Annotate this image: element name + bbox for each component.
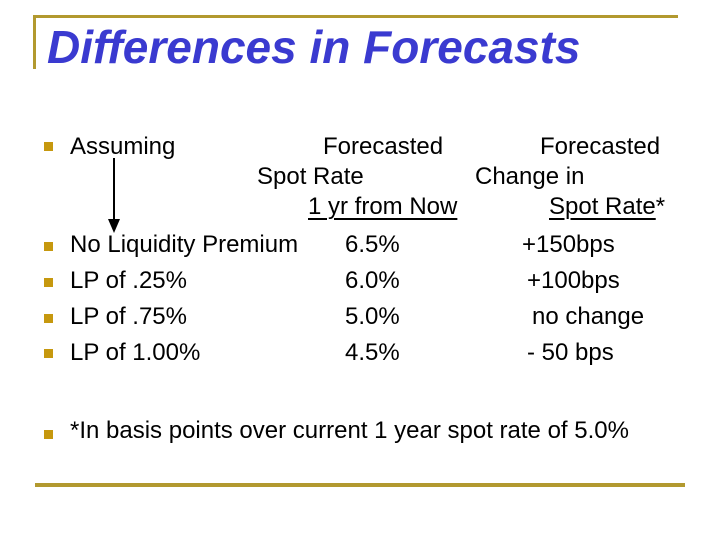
- title-left-rule: [33, 15, 36, 69]
- bullet-square: [44, 314, 53, 323]
- top-rule: [33, 15, 678, 18]
- header-spot-line1: Forecasted: [323, 133, 444, 160]
- spot-rate-value: 6.5%: [345, 231, 400, 258]
- bullet-square: [44, 242, 53, 251]
- bullet-square: [44, 430, 53, 439]
- change-value: no change: [532, 303, 645, 330]
- header-change-line3-text: Spot Rate: [549, 193, 656, 220]
- header-change-line1: Forecasted: [540, 133, 661, 160]
- footnote-asterisk: *: [655, 193, 666, 220]
- row-label: No Liquidity Premium: [70, 231, 299, 258]
- bullet-square: [44, 349, 53, 358]
- footnote-text: *In basis points over current 1 year spo…: [70, 417, 629, 444]
- bullet-square: [44, 142, 53, 151]
- spot-rate-value: 6.0%: [345, 267, 400, 294]
- bullet-square: [44, 278, 53, 287]
- down-arrow-icon: [108, 158, 120, 233]
- row-label: LP of 1.00%: [70, 339, 201, 366]
- header-assuming: Assuming: [70, 133, 176, 160]
- header-spot-line2: Spot Rate: [257, 163, 364, 190]
- row-label: LP of .75%: [70, 303, 187, 330]
- change-value: +150bps: [522, 231, 615, 258]
- spot-rate-value: 4.5%: [345, 339, 400, 366]
- slide-title: Differences in Forecasts: [47, 21, 581, 73]
- spot-rate-value: 5.0%: [345, 303, 400, 330]
- header-change-line3: Spot Rate*: [549, 193, 665, 222]
- change-value: +100bps: [527, 267, 620, 294]
- header-change-line2: Change in: [475, 163, 585, 190]
- bottom-rule: [35, 483, 685, 487]
- change-value: - 50 bps: [527, 339, 614, 366]
- header-spot-line3: 1 yr from Now: [308, 193, 458, 220]
- row-label: LP of .25%: [70, 267, 187, 294]
